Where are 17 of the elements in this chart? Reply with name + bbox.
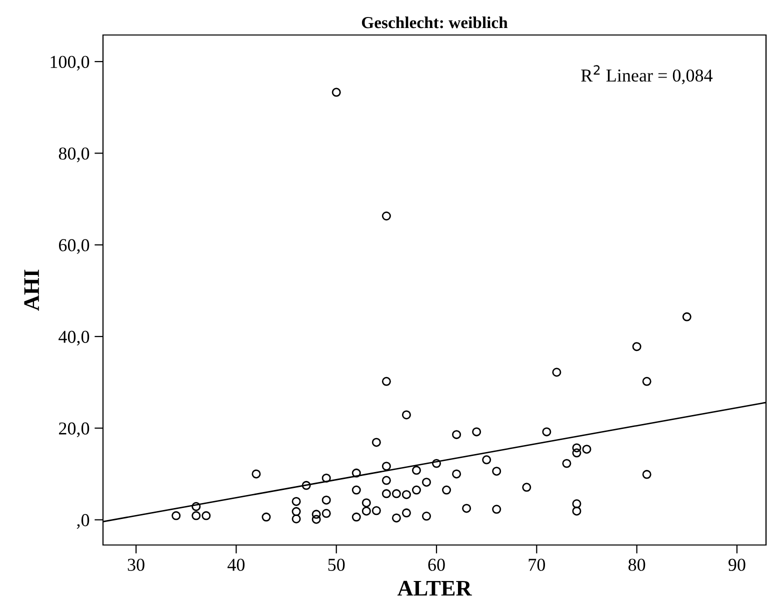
x-tick-label: 50 — [328, 558, 345, 571]
chart-title: Geschlecht: weiblich — [362, 16, 508, 28]
x-tick-label: 80 — [628, 558, 646, 571]
y-tick-label: 20,0 — [59, 422, 90, 438]
x-tick-label: 90 — [728, 558, 746, 571]
annotation: R$^{2}$ Linear = 0,084 — [581, 65, 713, 84]
x-tick-label: 30 — [128, 558, 144, 571]
y-tick-label: ,0 — [76, 514, 90, 529]
y-axis-title: AHI — [24, 270, 39, 311]
x-tick-label: 40 — [228, 558, 245, 571]
y-tick-label: 60,0 — [58, 239, 90, 254]
x-axis-title: ALTER — [397, 580, 472, 596]
x-tick-label: 60 — [428, 558, 445, 571]
y-tick-label: 40,0 — [58, 330, 90, 346]
y-tick-label: 80,0 — [58, 147, 90, 162]
y-tick-label: 100,0 — [50, 56, 90, 71]
x-tick-label: 70 — [528, 558, 545, 571]
